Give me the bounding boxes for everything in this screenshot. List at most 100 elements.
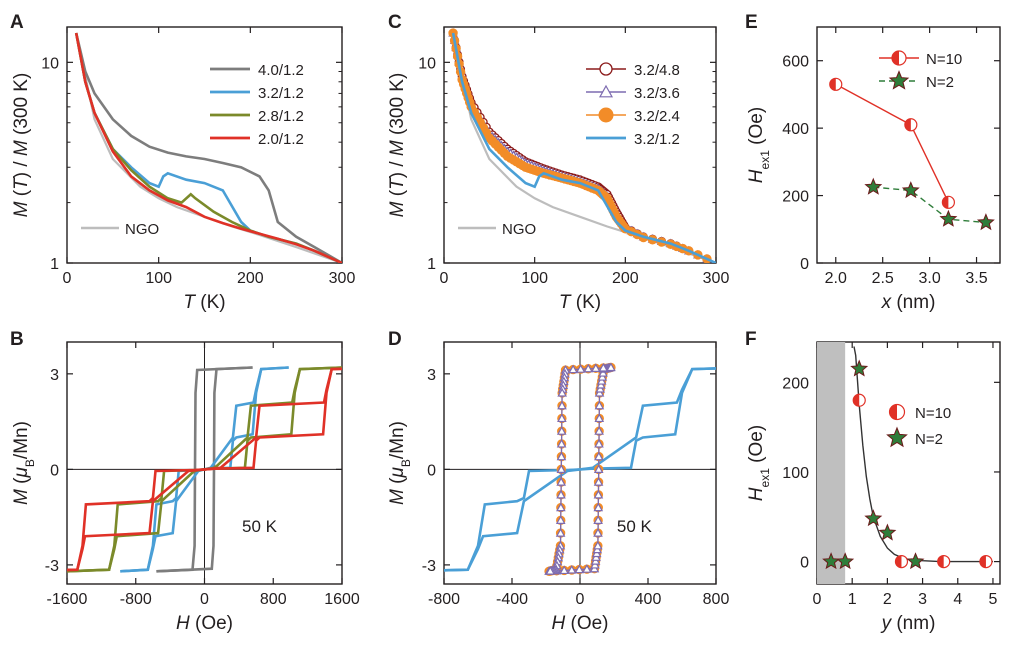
data-point (594, 413, 605, 423)
data-point (574, 564, 585, 574)
x-tick-label: 800 (703, 591, 730, 608)
x-axis-label: T (K) (183, 292, 225, 313)
loop-branch-down (444, 367, 716, 572)
y-tick-label: 10 (41, 55, 59, 72)
data-point (864, 509, 883, 527)
data-point (559, 565, 570, 575)
data-point (556, 438, 567, 448)
data-point-half (937, 555, 944, 568)
panel-label: D (388, 329, 402, 350)
legend-label: 2.0/1.2 (258, 131, 304, 148)
data-point (594, 400, 605, 410)
x-tick-label: 200 (612, 270, 639, 287)
x-tick-label: 1 (848, 591, 857, 608)
x-tick-label: 2.0 (825, 270, 847, 287)
y-axis-label: Hex1 (Oe) (746, 107, 772, 183)
temperature-annotation: 50 K (617, 517, 653, 536)
data-point (568, 364, 578, 374)
data-point (594, 438, 604, 448)
series-line-ngo (75, 32, 342, 263)
x-tick-label: -800 (120, 591, 152, 608)
y-axis-label: M (T) / M (300 K) (387, 73, 408, 218)
x-tick-label: 4 (953, 591, 962, 608)
x-tick-label: 300 (329, 270, 356, 287)
x-axis-label: H (Oe) (176, 613, 233, 634)
y-tick-label: 0 (427, 462, 436, 479)
x-tick-label: 2.5 (872, 270, 894, 287)
plot-area (444, 342, 716, 584)
y-tick-label: 3 (50, 367, 59, 384)
x-tick-label: -800 (428, 591, 460, 608)
x-tick-label: 200 (237, 270, 264, 287)
data-point (582, 564, 592, 573)
x-axis-label: T (K) (559, 292, 601, 313)
panel-B: B -1600 -800 0 800 1600 -3 0 3 H (Oe) M (μB/Mn) 50 … (10, 329, 360, 634)
data-point (878, 523, 897, 541)
x-tick-label: 0 (63, 270, 72, 287)
data-point (593, 464, 604, 474)
data-point (599, 62, 613, 76)
data-point (593, 528, 603, 537)
data-point (557, 413, 567, 423)
data-point (594, 451, 604, 461)
legend: 4.0/1.2 3.2/1.2 2.8/1.2 2.0/1.2 NGO (81, 62, 304, 238)
panel-label: B (10, 329, 24, 350)
plot-area (829, 77, 995, 231)
data-point-half (904, 118, 911, 131)
data-point (886, 426, 908, 448)
legend-label: 3.2/1.2 (634, 131, 680, 148)
data-point (593, 477, 604, 486)
x-axis-label: H (Oe) (551, 613, 608, 634)
data-point (593, 502, 604, 512)
data-point (556, 477, 566, 486)
legend-label: 4.0/1.2 (258, 62, 304, 79)
legend-label-ngo: NGO (502, 221, 536, 238)
legend-label-ngo: NGO (125, 221, 159, 238)
panel-label: C (388, 12, 402, 33)
x-tick-label: 2 (883, 591, 892, 608)
y-tick-label: 0 (800, 555, 809, 572)
data-point (593, 515, 603, 524)
y-tick-label: 100 (782, 465, 809, 482)
legend-label: 3.2/4.8 (634, 62, 680, 79)
x-tick-label: 0 (576, 591, 585, 608)
data-point (545, 565, 556, 575)
legend-label: 3.2/2.4 (634, 108, 680, 125)
data-point (556, 464, 567, 474)
x-tick-label: 5 (989, 591, 998, 608)
x-tick-label: -1600 (47, 591, 88, 608)
data-point-half (979, 555, 986, 568)
legend: N=10 N=2 (886, 403, 951, 448)
data-point (555, 528, 566, 537)
panel-E: E 2.0 2.5 3.0 3.5 0 200 400 600 x (nm) Hex1 (Oe) N=… (745, 12, 1001, 313)
data-point (864, 177, 883, 195)
data-point (888, 70, 910, 90)
data-point (590, 363, 601, 372)
plot-area (448, 27, 716, 263)
x-tick-label: 0 (440, 270, 449, 287)
plot-frame (816, 26, 1001, 264)
x-axis-label: y (nm) (880, 613, 936, 634)
loop-branch-down (67, 367, 342, 572)
data-point (836, 552, 855, 570)
x-tick-label: 0 (200, 591, 209, 608)
y-tick-label: 3 (427, 367, 436, 384)
y-tick-label: 0 (800, 256, 809, 273)
panel-label: A (10, 12, 24, 33)
data-point (976, 213, 995, 231)
panel-F: F 0 1 2 3 4 5 0 100 200 y (nm) Hex1 (Oe) N=10 N=2 (745, 329, 1001, 634)
panel-A: A 0 100 200 300 1 10 T (K) M (T) / M (300 K) 4.0/… (10, 12, 355, 313)
data-point (598, 107, 614, 123)
x-tick-label: 800 (260, 591, 287, 608)
y-tick-label: -3 (422, 558, 436, 575)
shaded-region (817, 342, 846, 584)
legend-label: N=10 (915, 405, 951, 422)
panel-label: E (745, 12, 758, 33)
data-point (556, 451, 567, 461)
data-point (594, 426, 604, 435)
x-tick-label: 1600 (324, 591, 360, 608)
series-line (74, 32, 342, 263)
data-point (850, 359, 869, 377)
data-point-half (889, 404, 897, 420)
x-tick-label: 3.0 (918, 270, 940, 287)
